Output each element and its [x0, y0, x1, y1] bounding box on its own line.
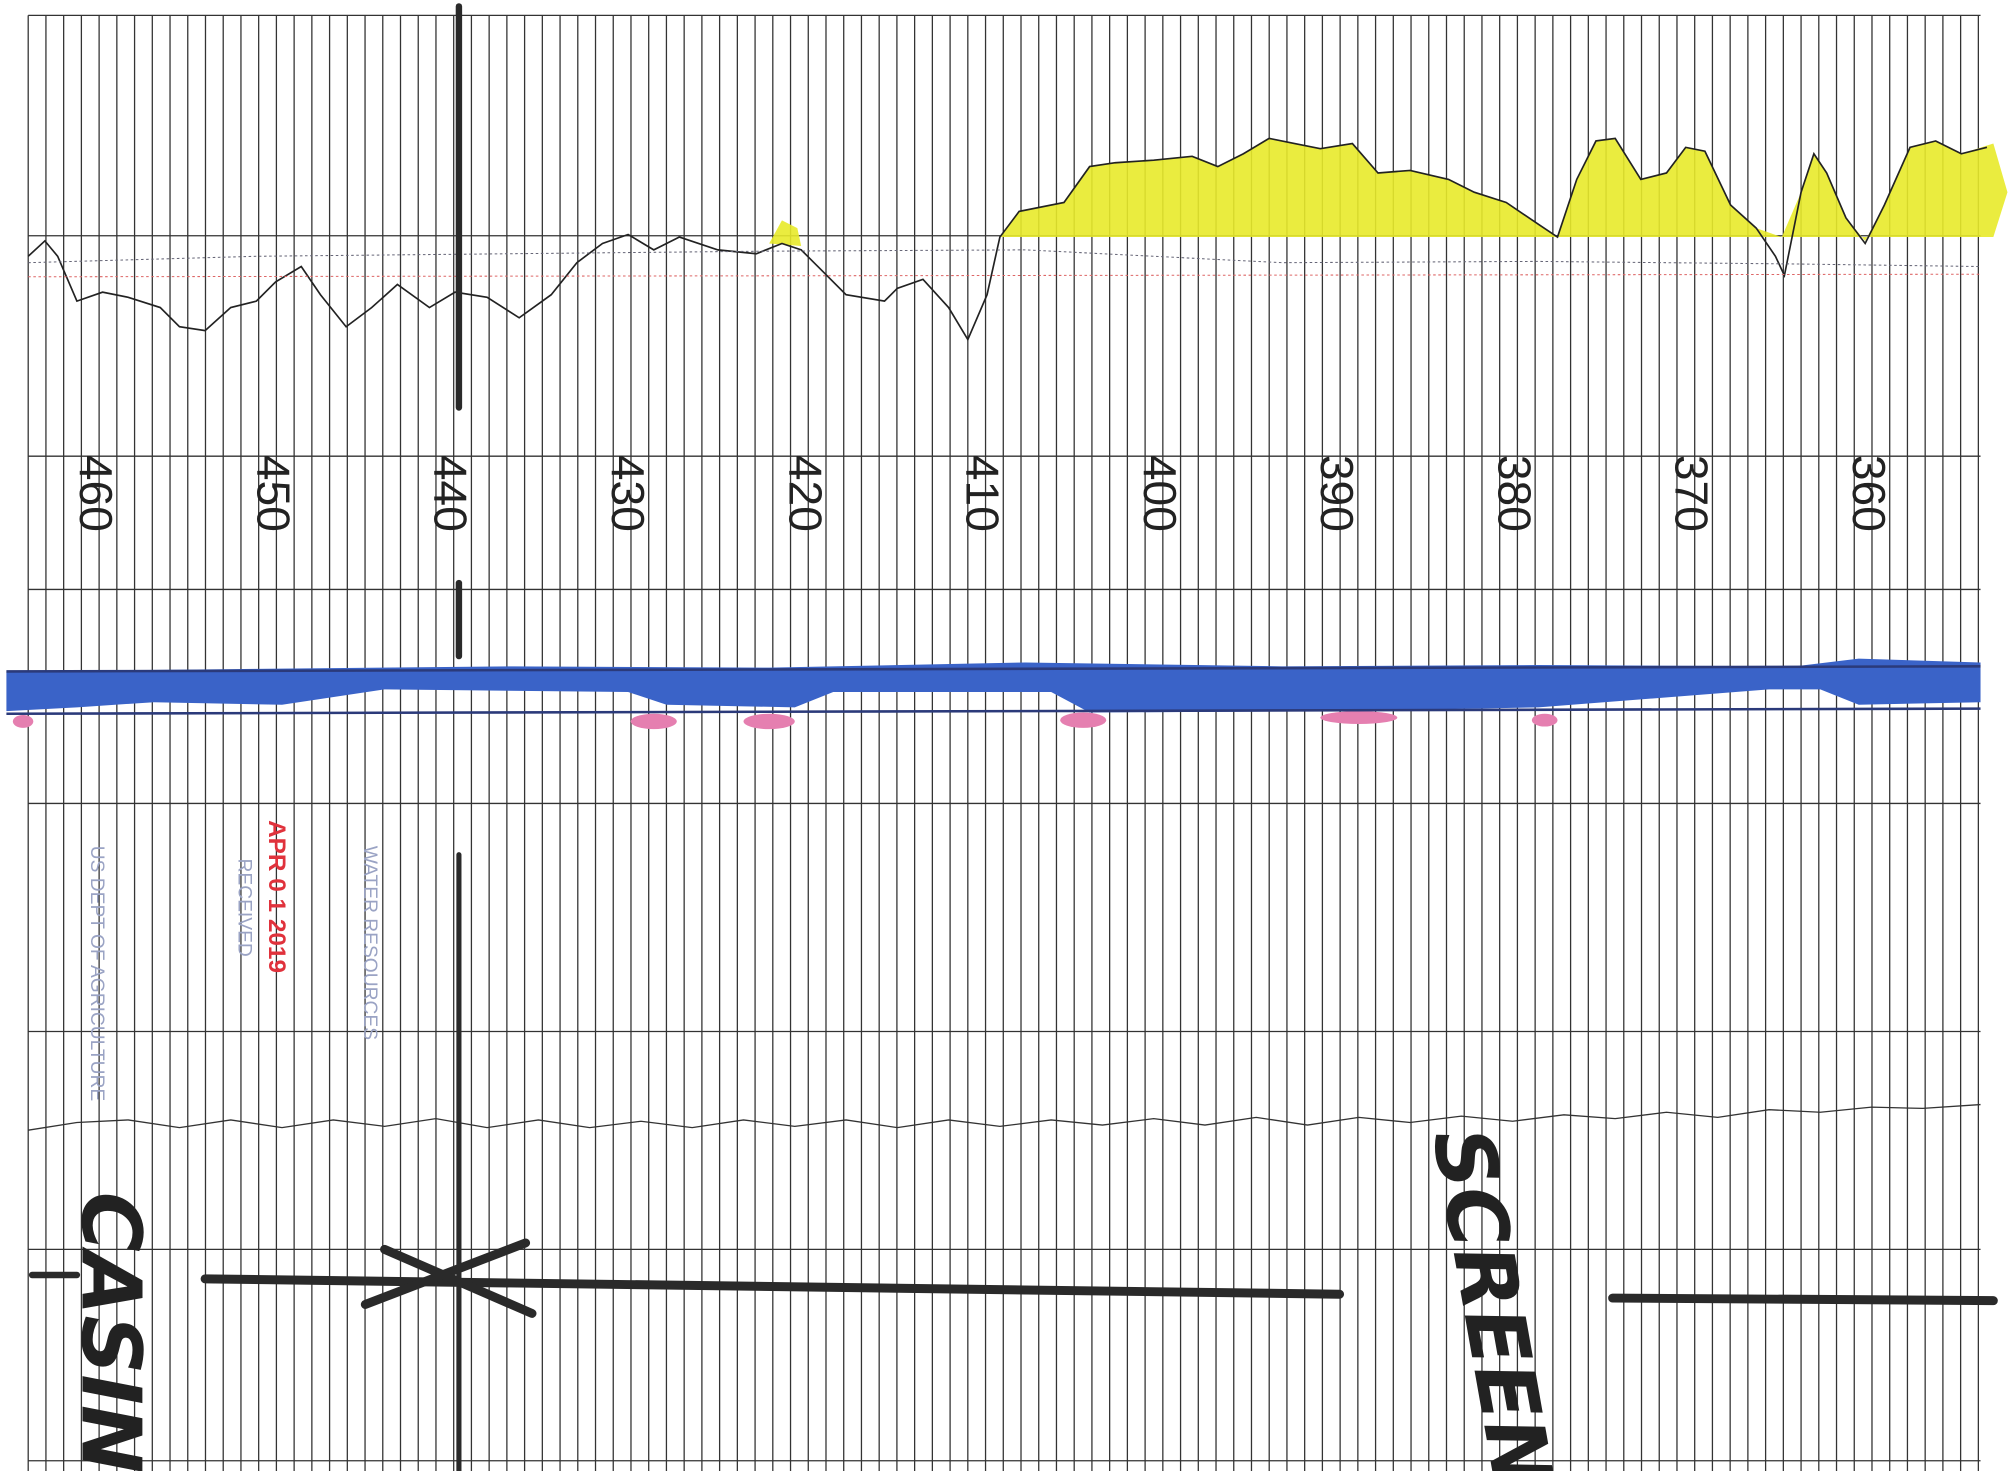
- depth-label: 410: [957, 455, 1009, 532]
- depth-label: 440: [425, 455, 477, 532]
- depth-label: 420: [779, 455, 831, 532]
- depth-label: 400: [1134, 455, 1186, 532]
- depth-label: 460: [70, 455, 122, 532]
- depth-label: 390: [1311, 455, 1363, 532]
- stamp-line: WATER RESOURCES: [359, 846, 380, 1040]
- stamp-date: APR 0 1 2019: [263, 820, 290, 973]
- depth-label: 380: [1488, 455, 1540, 532]
- depth-label: 430: [602, 455, 654, 532]
- depth-label: 450: [247, 455, 299, 532]
- page: 460 450 440 430 420 410 400 390 380 370 360 CASING…: [0, 0, 2010, 1471]
- depth-label: 360: [1843, 455, 1895, 532]
- stamp-line: RECEIVED: [233, 859, 254, 957]
- depth-label: 370: [1666, 455, 1718, 532]
- well-log: 460 450 440 430 420 410 400 390 380 370 360 CASING…: [0, 0, 2010, 1471]
- stamp-line: US DEPT OF AGRICULTURE: [86, 846, 107, 1102]
- casing-label: CASING: [63, 1192, 158, 1471]
